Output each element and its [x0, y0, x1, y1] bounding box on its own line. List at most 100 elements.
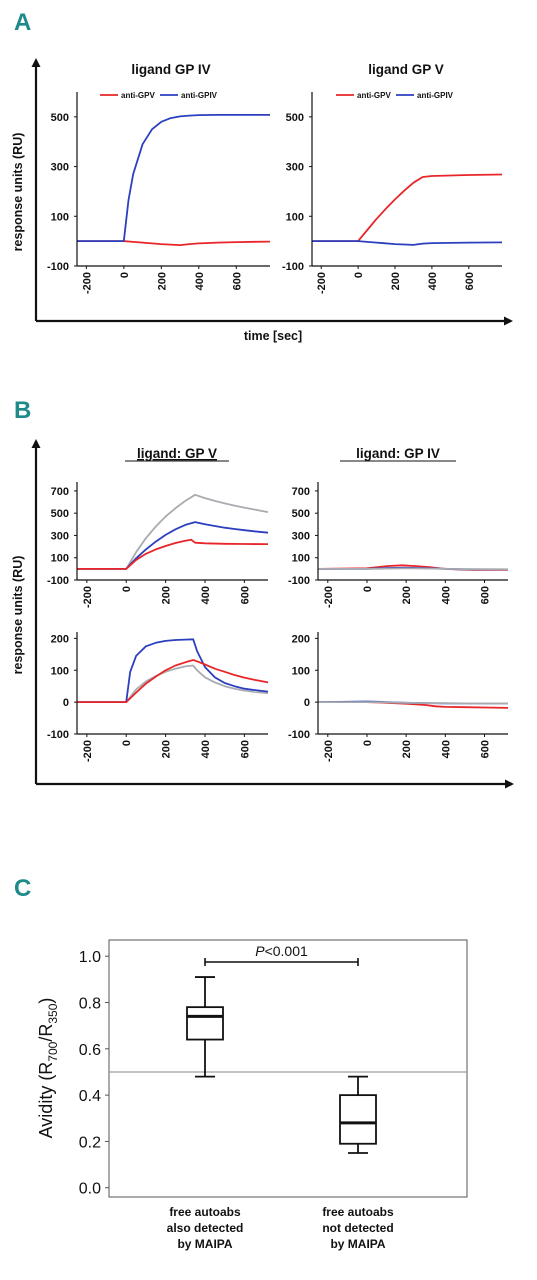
panel-c-letter: C — [14, 875, 31, 902]
iqr-box — [339, 1094, 377, 1145]
x-tick-label: -200 — [82, 740, 94, 762]
y-tick-label: 100 — [51, 211, 69, 223]
y-tick-label: 200 — [292, 633, 310, 645]
x-tick-label: -200 — [323, 586, 335, 608]
series-line — [77, 638, 269, 703]
x-tick-label: -200 — [323, 740, 335, 762]
series-line — [312, 173, 503, 243]
p-value-label: P<0.001 — [255, 943, 308, 959]
y-axis-ticks: 200 100 0 -100 — [47, 633, 77, 741]
x-tick-label: 200 — [161, 740, 173, 758]
y-tick-label: -100 — [47, 575, 69, 587]
x-axis-ticks: -200 0 200 400 600 — [82, 734, 251, 762]
x-tick-label: 200 — [161, 586, 173, 604]
panel-b-subplot-gp-v-bottom: 200 100 0 -100 -200 0 200 400 600 — [47, 632, 269, 762]
category-label-line: also detected — [167, 1221, 244, 1235]
x-tick-label: 0 — [121, 586, 133, 592]
x-tick-label: -200 — [81, 272, 93, 294]
x-axis-ticks: -200 0 200 400 600 — [81, 266, 243, 294]
y-axis-ticks: 200 100 0 -100 — [288, 633, 318, 741]
y-tick-label: 0.8 — [79, 996, 101, 1013]
series-line — [77, 493, 269, 570]
subplot-title: ligand GP V — [368, 62, 444, 77]
y-tick-label: 100 — [292, 665, 310, 677]
y-tick-label: 0 — [304, 697, 310, 709]
x-tick-label: 400 — [427, 272, 439, 290]
panel-c-boxplot: Avidity (R700/R350) 0.0 0.2 0.4 0.6 0.8 1.0 f… — [36, 939, 468, 1251]
y-tick-label: 700 — [292, 486, 310, 498]
y-tick-label: 300 — [51, 530, 69, 542]
x-tick-label: 0 — [362, 740, 374, 746]
x-tick-label: 0 — [353, 272, 365, 278]
y-tick-label: -100 — [47, 261, 69, 273]
y-axis-ticks: 500 300 100 -100 — [282, 112, 312, 273]
significance-bracket: P<0.001 — [204, 943, 359, 966]
y-tick-label: 1.0 — [79, 949, 101, 966]
series-lines — [77, 638, 269, 703]
legend: anti-GPV anti-GPIV — [100, 91, 218, 100]
x-tick-label: 600 — [239, 740, 251, 758]
plot-frame — [108, 939, 468, 1198]
category-label-line: by MAIPA — [330, 1237, 385, 1251]
x-tick-label: 200 — [390, 272, 402, 290]
legend-label-anti-gpiv: anti-GPIV — [417, 91, 454, 100]
y-tick-label: 300 — [292, 530, 310, 542]
series-line — [318, 701, 508, 705]
y-axis-ticks: 700 500 300 100 -100 — [47, 486, 77, 587]
series-lines — [317, 700, 509, 709]
panel-a-subplot-gp-v: ligand GP V anti-GPV anti-GPIV 500 300 100… — [282, 62, 503, 294]
y-tick-label: 500 — [286, 112, 304, 124]
x-tick-label: 600 — [479, 740, 491, 758]
y-tick-label: 500 — [51, 508, 69, 520]
x-axis-ticks: -200 0 200 400 600 — [323, 734, 491, 762]
category-label-line: by MAIPA — [177, 1237, 232, 1251]
y-tick-label: 0.6 — [79, 1042, 101, 1059]
legend: anti-GPV anti-GPIV — [336, 91, 454, 100]
panel-b-subplot-gp-v-top: ligand: GP V 700 500 300 100 -100 -200 0 200 40… — [47, 446, 269, 608]
panel-a-subplot-gp-iv: ligand GP IV anti-GPV anti-GPIV 500 300 10… — [47, 62, 271, 294]
y-tick-label: 100 — [286, 211, 304, 223]
y-tick-label: -100 — [288, 729, 310, 741]
x-tick-label: -200 — [82, 586, 94, 608]
y-axis-label: Avidity (R700/R350) — [36, 998, 60, 1139]
x-tick-label: 400 — [194, 272, 206, 290]
y-axis-ticks: 500 300 100 -100 — [47, 112, 77, 273]
series-lines — [317, 564, 509, 571]
y-tick-label: 500 — [51, 112, 69, 124]
series-line — [77, 521, 269, 570]
x-tick-label: 400 — [200, 586, 212, 604]
y-axis-ticks: 700 500 300 100 -100 — [288, 486, 318, 587]
y-tick-label: 300 — [51, 162, 69, 174]
y-tick-label: -100 — [282, 261, 304, 273]
y-tick-label: 300 — [286, 162, 304, 174]
series-line — [312, 240, 503, 246]
subplot-title: ligand: GP IV — [356, 446, 440, 461]
y-tick-label: 100 — [292, 553, 310, 565]
panel-a-y-axis-label: response units (RU) — [11, 133, 25, 252]
x-tick-label: 600 — [464, 272, 476, 290]
series-line — [77, 240, 271, 247]
panel-b-letter: B — [14, 397, 31, 424]
x-tick-label: 400 — [200, 740, 212, 758]
x-tick-label: 400 — [440, 740, 452, 758]
subplot-title: ligand GP IV — [131, 62, 210, 77]
panel-b-subplot-gp-iv-bottom: 200 100 0 -100 -200 0 200 400 600 — [288, 632, 509, 762]
x-tick-label: 600 — [239, 586, 251, 604]
x-axis-ticks: -200 0 200 400 600 — [316, 266, 476, 294]
panel-a-letter: A — [14, 9, 31, 36]
y-tick-label: 700 — [51, 486, 69, 498]
subplot-title: ligand: GP V — [137, 446, 217, 461]
y-tick-label: -100 — [47, 729, 69, 741]
legend-label-anti-gpv: anti-GPV — [357, 91, 391, 100]
panel-b-subplot-gp-iv-top: ligand: GP IV 700 500 300 100 -100 -200 0 200 4… — [288, 446, 509, 608]
series-lines — [312, 173, 503, 246]
x-tick-label: -200 — [316, 272, 328, 294]
panel-b-y-axis-label: response units (RU) — [11, 556, 25, 675]
category-label-line: not detected — [322, 1221, 393, 1235]
series-lines — [77, 114, 271, 247]
x-tick-label: 200 — [401, 586, 413, 604]
iqr-box — [186, 1006, 224, 1041]
legend-label-anti-gpv: anti-GPV — [121, 91, 155, 100]
y-tick-label: 0 — [63, 697, 69, 709]
x-axis-ticks: -200 0 200 400 600 — [323, 580, 491, 608]
